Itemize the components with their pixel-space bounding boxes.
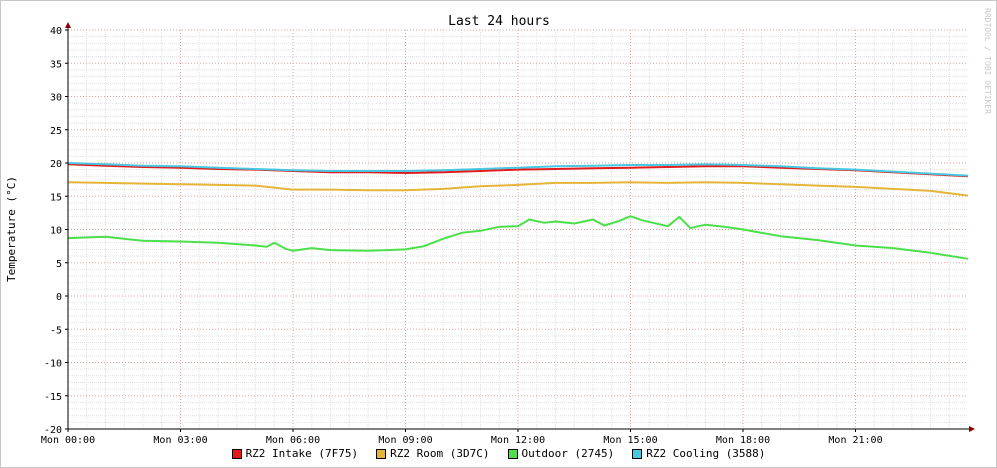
x-tick-label: Mon 12:00 <box>491 435 545 446</box>
legend-entry: RZ2 Room (3D7C) <box>376 447 490 460</box>
y-tick-label: 10 <box>50 226 62 237</box>
y-tick-label: -15 <box>44 392 62 403</box>
x-tick-labels: Mon 00:00 Mon 03:00 Mon 06:00 Mon 09:00 Mon … <box>41 435 883 446</box>
legend-label: RZ2 Cooling (3588) <box>646 447 766 460</box>
axes <box>65 22 975 432</box>
legend-swatch <box>231 448 242 459</box>
series-line <box>67 215 969 260</box>
legend-swatch <box>376 448 387 459</box>
y-tick-label: 30 <box>50 93 62 104</box>
legend-label: RZ2 Room (3D7C) <box>390 447 490 460</box>
y-tick-labels: -20 -15 -10 -5 0 5 10 15 20 25 30 35 40 <box>44 26 62 436</box>
series-line <box>67 181 969 197</box>
y-tick-label: 25 <box>50 126 62 137</box>
y-tick-label: -10 <box>44 359 62 370</box>
y-tick-label: -20 <box>44 425 62 436</box>
major-grid <box>67 29 968 430</box>
y-tick-label: 15 <box>50 192 62 203</box>
watermark-text: RRDTOOL / TOBI OETIKER <box>983 8 992 114</box>
y-tick-label: 0 <box>56 292 62 303</box>
legend-entry: Outdoor (2745) <box>507 447 615 460</box>
series-layer <box>67 162 969 260</box>
legend-label: Outdoor (2745) <box>521 447 615 460</box>
x-tick-label: Mon 00:00 <box>41 435 95 446</box>
y-axis-arrow <box>65 22 71 28</box>
legend-swatch <box>507 448 518 459</box>
x-tick-label: Mon 15:00 <box>603 435 657 446</box>
legend: RZ2 Intake (7F75) RZ2 Room (3D7C) Outdoor … <box>1 447 996 460</box>
chart-title: Last 24 hours <box>448 14 550 29</box>
x-tick-label: Mon 09:00 <box>378 435 432 446</box>
y-tick-label: 5 <box>56 259 62 270</box>
y-tick-label: -5 <box>50 325 62 336</box>
x-tick-label: Mon 06:00 <box>266 435 320 446</box>
x-tick-label: Mon 18:00 <box>716 435 770 446</box>
legend-swatch <box>632 448 643 459</box>
legend-entry: RZ2 Cooling (3588) <box>632 447 765 460</box>
y-tick-label: 35 <box>50 59 62 70</box>
x-tick-label: Mon 03:00 <box>153 435 207 446</box>
series-line <box>67 162 969 177</box>
y-tick-label: 20 <box>50 159 62 170</box>
minor-grid <box>68 30 968 429</box>
y-axis-label: Temperature (°C) <box>5 176 18 282</box>
y-tick-label: 40 <box>50 26 62 37</box>
legend-entry: RZ2 Intake (7F75) <box>231 447 359 460</box>
x-axis-arrow <box>969 426 975 432</box>
x-tick-label: Mon 21:00 <box>828 435 882 446</box>
legend-label: RZ2 Intake (7F75) <box>245 447 359 460</box>
